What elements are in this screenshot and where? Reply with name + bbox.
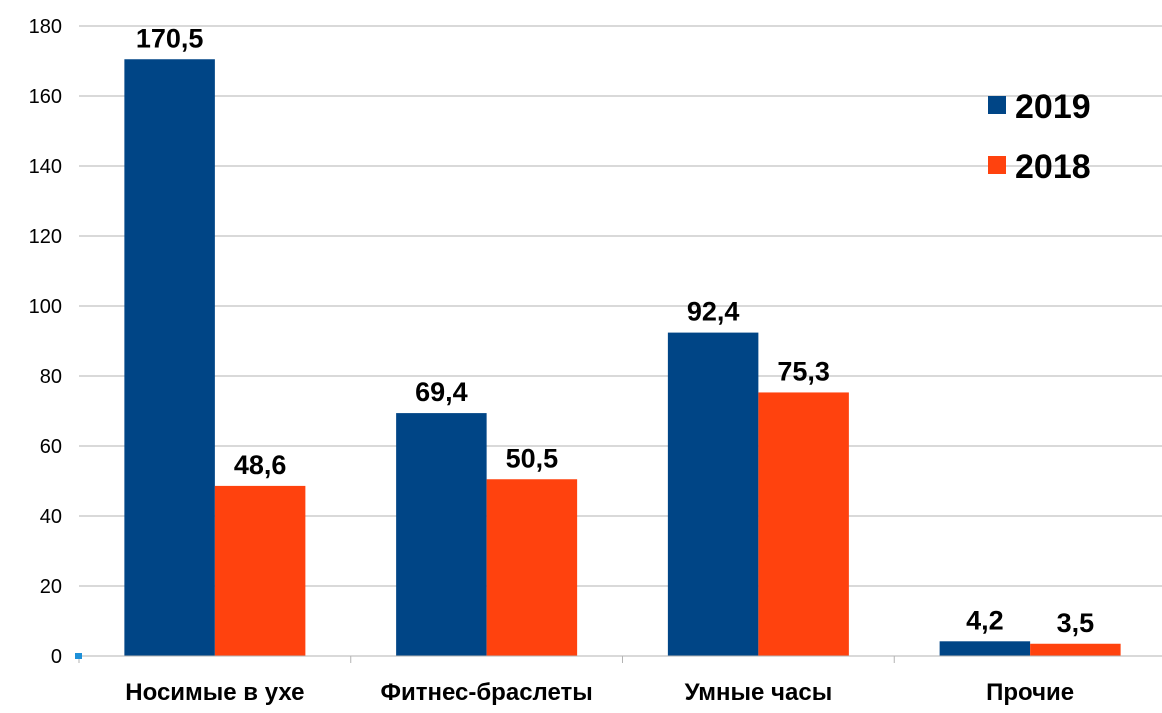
x-category-label: Фитнес-браслеты <box>381 679 593 706</box>
data-label: 50,5 <box>506 443 559 473</box>
bars <box>124 59 1121 656</box>
data-label: 92,4 <box>687 297 740 327</box>
y-tick-label: 140 <box>29 156 62 178</box>
bar-2018-2 <box>758 392 849 656</box>
data-labels: 170,5 48,6 69,4 50,5 92,4 75,3 4,2 3,5 <box>136 23 1094 638</box>
bar-2019-0 <box>124 59 215 656</box>
legend-swatch-2018 <box>988 156 1006 174</box>
bar-2018-0 <box>214 485 306 656</box>
x-category-label: Прочие <box>986 679 1074 706</box>
y-tick-label: 80 <box>40 366 62 388</box>
bar-2019-2 <box>667 332 759 656</box>
y-tick-label: 60 <box>40 436 62 458</box>
y-tick-label: 40 <box>40 506 62 528</box>
data-label: 75,3 <box>777 356 830 386</box>
legend-swatch-2019 <box>988 96 1006 114</box>
data-label: 4,2 <box>966 605 1004 635</box>
legend: 2019 2018 <box>988 88 1091 186</box>
category-labels: Носимые в ухе Фитнес-браслеты Умные часы Пр… <box>125 679 1074 706</box>
data-label: 170,5 <box>136 23 204 53</box>
data-label: 3,5 <box>1057 608 1095 638</box>
bar-2018-1 <box>486 479 578 656</box>
y-tick-label: 20 <box>40 576 62 598</box>
legend-label: 2019 <box>1015 88 1091 126</box>
y-tick-label: 120 <box>29 226 62 248</box>
data-label: 48,6 <box>234 450 287 480</box>
axis-origin-marker <box>75 653 82 659</box>
bar-2019-3 <box>939 641 1031 656</box>
y-tick-label: 180 <box>29 16 62 38</box>
y-axis-ticks: 0 20 40 60 80 100 120 140 160 180 <box>29 16 62 668</box>
x-axis <box>75 653 1162 663</box>
x-category-label: Носимые в ухе <box>125 679 304 706</box>
bar-2018-3 <box>1030 643 1121 656</box>
y-tick-label: 100 <box>29 296 62 318</box>
legend-label: 2018 <box>1015 148 1091 186</box>
x-category-label: Умные часы <box>685 679 833 706</box>
data-label: 69,4 <box>415 377 468 407</box>
bar-2019-1 <box>396 413 487 656</box>
y-tick-label: 0 <box>51 646 62 668</box>
y-tick-label: 160 <box>29 86 62 108</box>
